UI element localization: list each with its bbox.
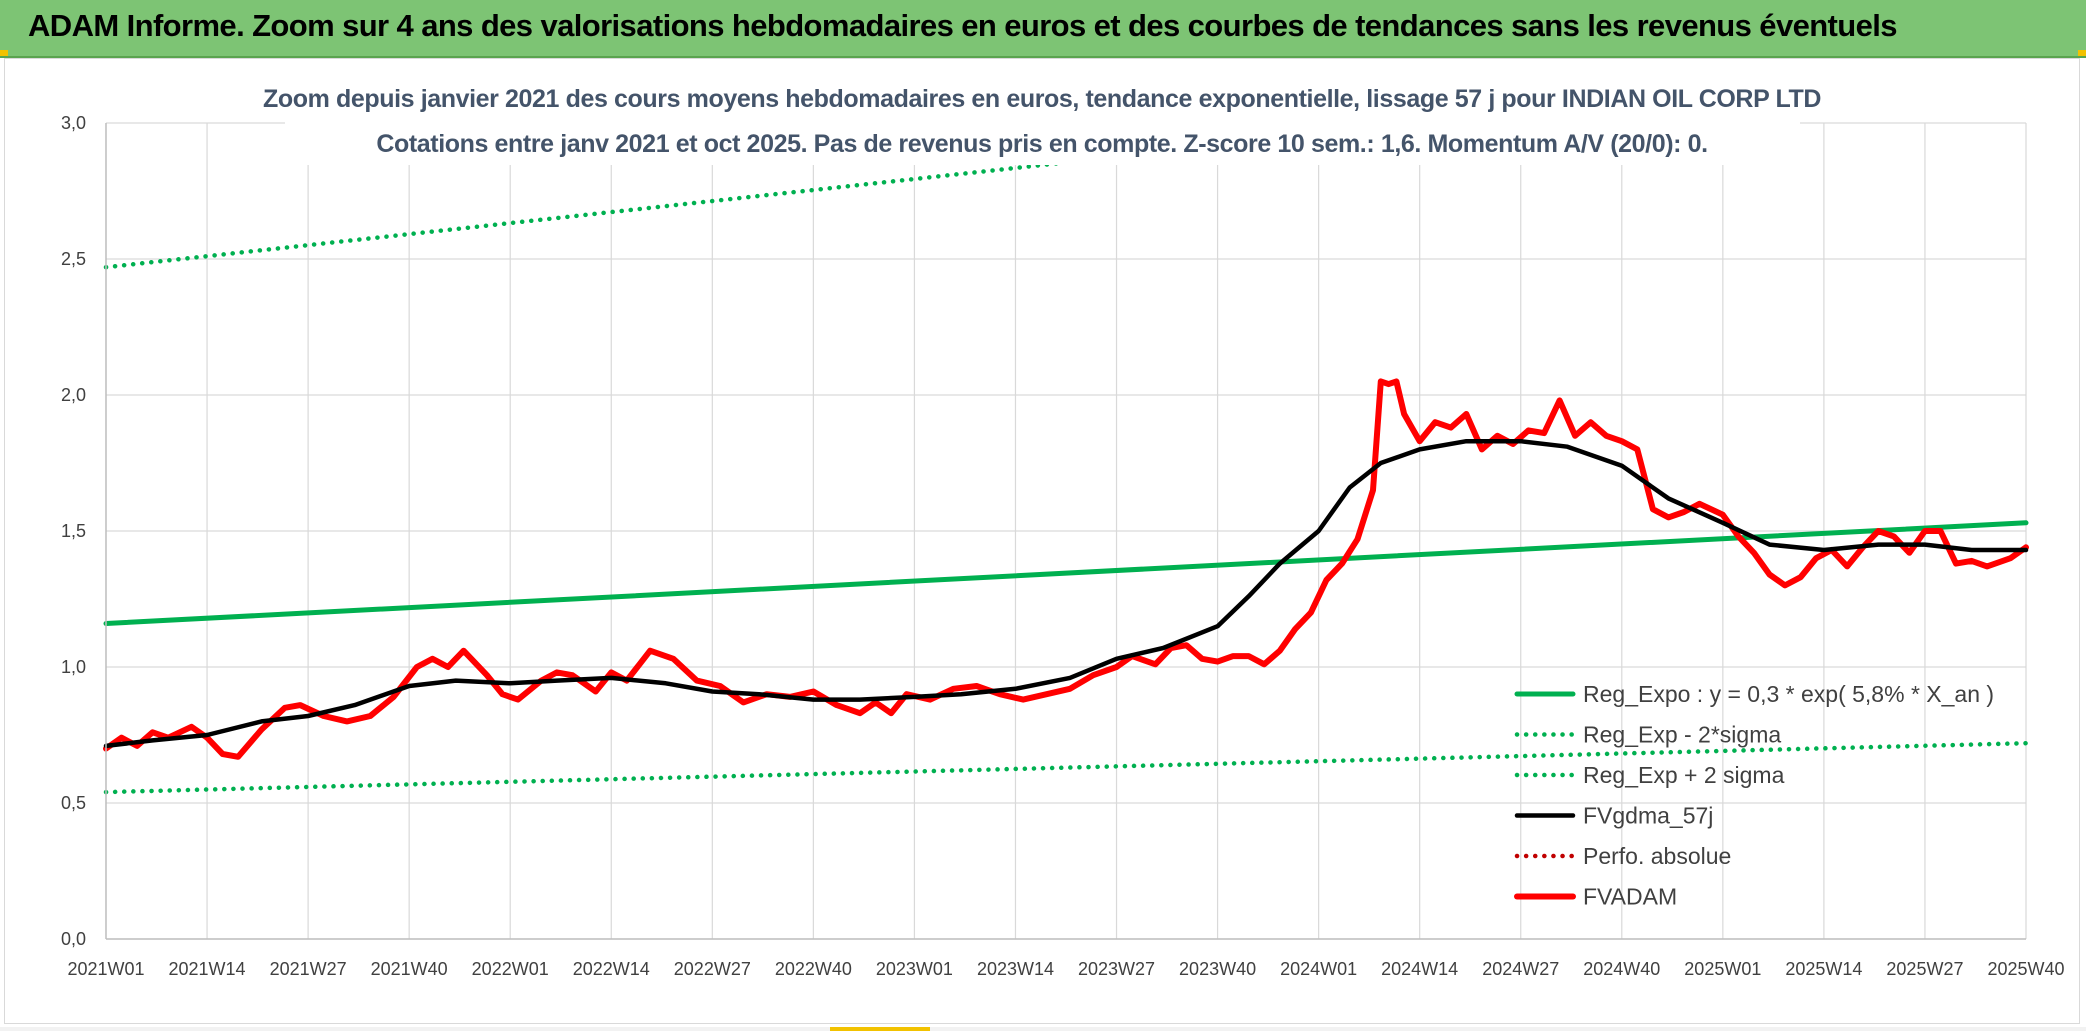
banner-accent-left — [0, 50, 8, 56]
series-fvadam — [103, 378, 2029, 760]
x-tick-label: 2025W40 — [1987, 959, 2064, 979]
x-tick-label: 2022W14 — [573, 959, 650, 979]
x-tick-label: 2021W01 — [67, 959, 144, 979]
x-tick-label: 2025W27 — [1886, 959, 1963, 979]
y-tick-label: 1,0 — [61, 657, 86, 677]
title-background — [285, 79, 1800, 165]
y-tick-label: 0,0 — [61, 929, 86, 949]
x-tick-label: 2024W40 — [1583, 959, 1660, 979]
y-tick-label: 0,5 — [61, 793, 86, 813]
x-tick-label: 2023W27 — [1078, 959, 1155, 979]
legend: Reg_Expo : y = 0,3 * exp( 5,8% * X_an ) R… — [1514, 681, 1994, 910]
y-tick-label: 3,0 — [61, 113, 86, 133]
x-tick-label: 2025W01 — [1684, 959, 1761, 979]
legend-label: FVADAM — [1583, 884, 1677, 910]
y-tick-label: 2,5 — [61, 249, 86, 269]
y-tick-label: 1,5 — [61, 521, 86, 541]
banner-accent-right — [2078, 50, 2086, 56]
x-tick-label: 2022W40 — [775, 959, 852, 979]
x-tick-label: 2024W27 — [1482, 959, 1559, 979]
x-tick-label: 2023W14 — [977, 959, 1054, 979]
x-tick-label: 2025W14 — [1785, 959, 1862, 979]
bottom-accent — [830, 1027, 930, 1031]
x-tick-label: 2024W01 — [1280, 959, 1357, 979]
x-tick-label: 2022W01 — [472, 959, 549, 979]
title-banner: ADAM Informe. Zoom sur 4 ans des valoris… — [0, 0, 2086, 58]
grid — [105, 122, 2027, 940]
axes: 0,0 0,5 1,0 1,5 2,0 2,5 3,0 2021W01 2021W14 2021W… — [61, 113, 2065, 979]
x-tick-label: 2023W40 — [1179, 959, 1256, 979]
series-reg-expo-y-0-3-exp-5-8-x-an — [103, 520, 2029, 626]
series-fvgdma-57j — [103, 438, 2029, 749]
legend-label: Reg_Exp - 2*sigma — [1583, 722, 1781, 748]
legend-label: Reg_Exp + 2 sigma — [1583, 762, 1785, 788]
legend-label: Reg_Expo : y = 0,3 * exp( 5,8% * X_an ) — [1583, 681, 1994, 707]
x-tick-label: 2021W40 — [371, 959, 448, 979]
x-tick-label: 2022W27 — [674, 959, 751, 979]
bottom-bar — [0, 1027, 2086, 1031]
x-tick-label: 2024W14 — [1381, 959, 1458, 979]
x-tick-label: 2021W27 — [270, 959, 347, 979]
x-tick-label: 2021W14 — [169, 959, 246, 979]
series-reg-exp-2-sigma — [103, 740, 2029, 795]
legend-label: FVgdma_57j — [1583, 803, 1713, 829]
chart-subtitle: Cotations entre janv 2021 et oct 2025. P… — [376, 130, 1707, 158]
x-tick-label: 2023W01 — [876, 959, 953, 979]
y-tick-label: 2,0 — [61, 385, 86, 405]
chart-title: Zoom depuis janvier 2021 des cours moyen… — [263, 85, 1821, 113]
chart-frame — [4, 58, 2080, 1024]
legend-label: Perfo. absolue — [1583, 843, 1731, 869]
page-title: ADAM Informe. Zoom sur 4 ans des valoris… — [28, 8, 1898, 43]
